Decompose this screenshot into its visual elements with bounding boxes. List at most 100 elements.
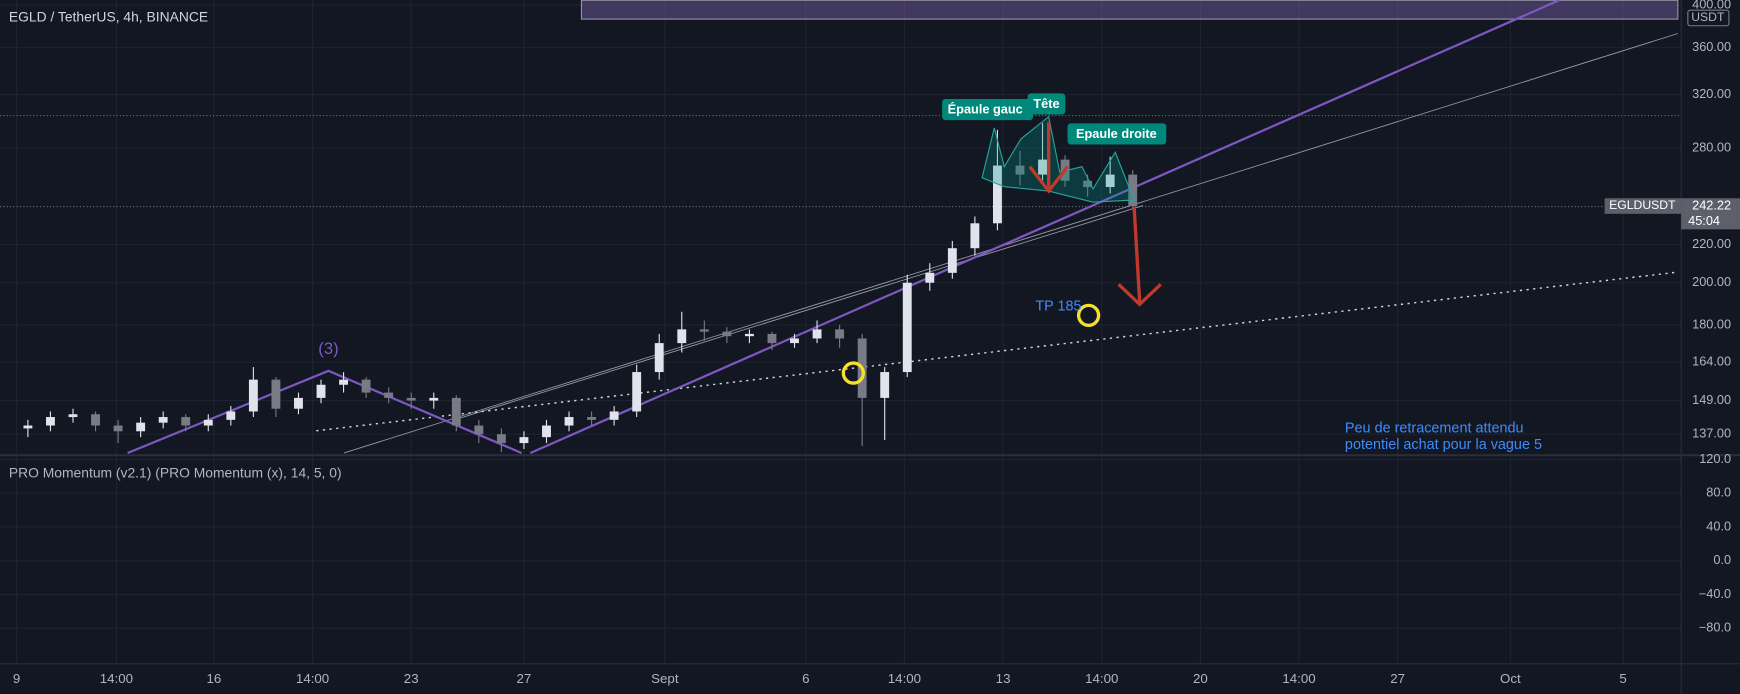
candle-body [23, 425, 33, 429]
price-axis [1681, 0, 1740, 694]
label-box [1067, 123, 1167, 145]
annotation: Epaule droite [1076, 126, 1157, 141]
y-tick-label: 360.00 [1692, 39, 1731, 54]
candle-body [767, 333, 777, 344]
candle-body [361, 379, 371, 393]
y2-tick-label: 120.0 [1699, 451, 1731, 466]
y-tick-label: 400.00 [1692, 0, 1731, 12]
candle-body [474, 425, 484, 435]
y-tick-label: 280.00 [1692, 139, 1731, 154]
y2-tick-label: 80.0 [1706, 485, 1731, 500]
axis: 9 14:00 16 14:00 23 27 Sept 6 14:00 13 14:00 20 14:0… [13, 0, 1740, 686]
x-tick-label: 27 [517, 671, 532, 686]
annotation: (3) [318, 339, 338, 358]
candle-body [68, 414, 78, 418]
candle-body [1083, 180, 1093, 188]
x-tick-label: 14:00 [888, 671, 921, 686]
x-tick-label: 6 [802, 671, 809, 686]
annotation: potentiel achat pour la vague 5 [1345, 437, 1542, 453]
candle-body [790, 338, 799, 344]
candle-body [1038, 159, 1047, 175]
candle-body [632, 372, 642, 412]
candle-body [609, 411, 619, 420]
countdown-label: 45:04 [1688, 213, 1720, 228]
grid [0, 455, 1682, 664]
candle-body [451, 397, 461, 426]
candle-body [744, 333, 754, 337]
candle-body [722, 331, 732, 337]
marker-circle [1076, 303, 1101, 328]
range-box [580, 0, 1679, 20]
candle-body [136, 422, 146, 432]
y-tick-label: 164.00 [1692, 354, 1731, 369]
candle-body [677, 329, 687, 344]
x-tick-label: 5 [1619, 671, 1626, 686]
candle-body [1128, 174, 1138, 207]
y-tick-label: 149.00 [1692, 392, 1731, 407]
y-tick-label: 220.00 [1692, 236, 1731, 251]
candles [23, 123, 1138, 453]
y2-tick-label: −40.0 [1699, 586, 1731, 601]
annotation: Peu de retracement attendu [1345, 420, 1524, 436]
label-box [942, 98, 1034, 121]
candle-body [902, 282, 912, 373]
dotted-line [316, 271, 1678, 432]
x-tick-label: 14:00 [100, 671, 133, 686]
candle-body [699, 329, 709, 332]
candle-body [654, 343, 664, 373]
candle-body [406, 397, 416, 401]
candle-body [91, 414, 100, 426]
y2-tick-label: 40.0 [1706, 518, 1731, 533]
x-tick-label: 14:00 [1085, 671, 1118, 686]
y-tick-label: 137.00 [1692, 426, 1731, 441]
candle-body [248, 379, 258, 412]
y-tick-label: 180.00 [1692, 316, 1731, 331]
indicator-title: PRO Momentum (v2.1) (PRO Momentum (x), 1… [9, 465, 342, 481]
candle-body [970, 223, 980, 249]
annotation: Tête [1033, 96, 1059, 111]
x-tick-label: 16 [207, 671, 222, 686]
x-tick-label: 27 [1390, 671, 1405, 686]
candle-body [835, 329, 845, 339]
x-tick-label: 14:00 [296, 671, 329, 686]
candle-body [496, 434, 506, 444]
chart-title: EGLD / TetherUS, 4h, BINANCE [9, 9, 208, 25]
annotation: TP 185 [1035, 298, 1081, 314]
head-shoulders [981, 115, 1135, 203]
candle-body [113, 425, 123, 432]
wave-line [127, 369, 522, 455]
x-tick-label: 13 [996, 671, 1011, 686]
candle-body [925, 272, 935, 283]
marker-circle [841, 361, 866, 385]
candle-body [587, 417, 597, 420]
currency: USDT [1691, 10, 1725, 24]
candle-body [542, 425, 551, 438]
candle-body [564, 417, 574, 426]
symbol-label: EGLDUSDT [1609, 198, 1676, 212]
candle-body [271, 379, 281, 409]
x-tick-label: Sept [651, 671, 679, 686]
candle-body [880, 372, 890, 398]
arrow-head [1028, 165, 1069, 194]
candle-body [384, 392, 394, 398]
candle-body [1015, 165, 1025, 175]
trend-line [454, 205, 1144, 421]
candle-body [1105, 174, 1115, 188]
label-box [1027, 93, 1066, 115]
candle-body [158, 417, 168, 423]
y2-tick-label: 0.0 [1713, 552, 1731, 567]
price-label: 242.22 [1692, 197, 1731, 212]
candle-body [992, 165, 1002, 224]
candle-body [203, 419, 213, 426]
candle-body [226, 411, 236, 420]
currency-box [1687, 9, 1730, 27]
candle-body [316, 384, 326, 398]
x-tick-label: 20 [1193, 671, 1208, 686]
indicator-bg [0, 455, 1682, 664]
arrow-head [1117, 283, 1162, 307]
symbol-box [1604, 198, 1682, 214]
price-box [1681, 198, 1740, 230]
candle-body [947, 248, 957, 273]
candle-body [294, 397, 303, 409]
